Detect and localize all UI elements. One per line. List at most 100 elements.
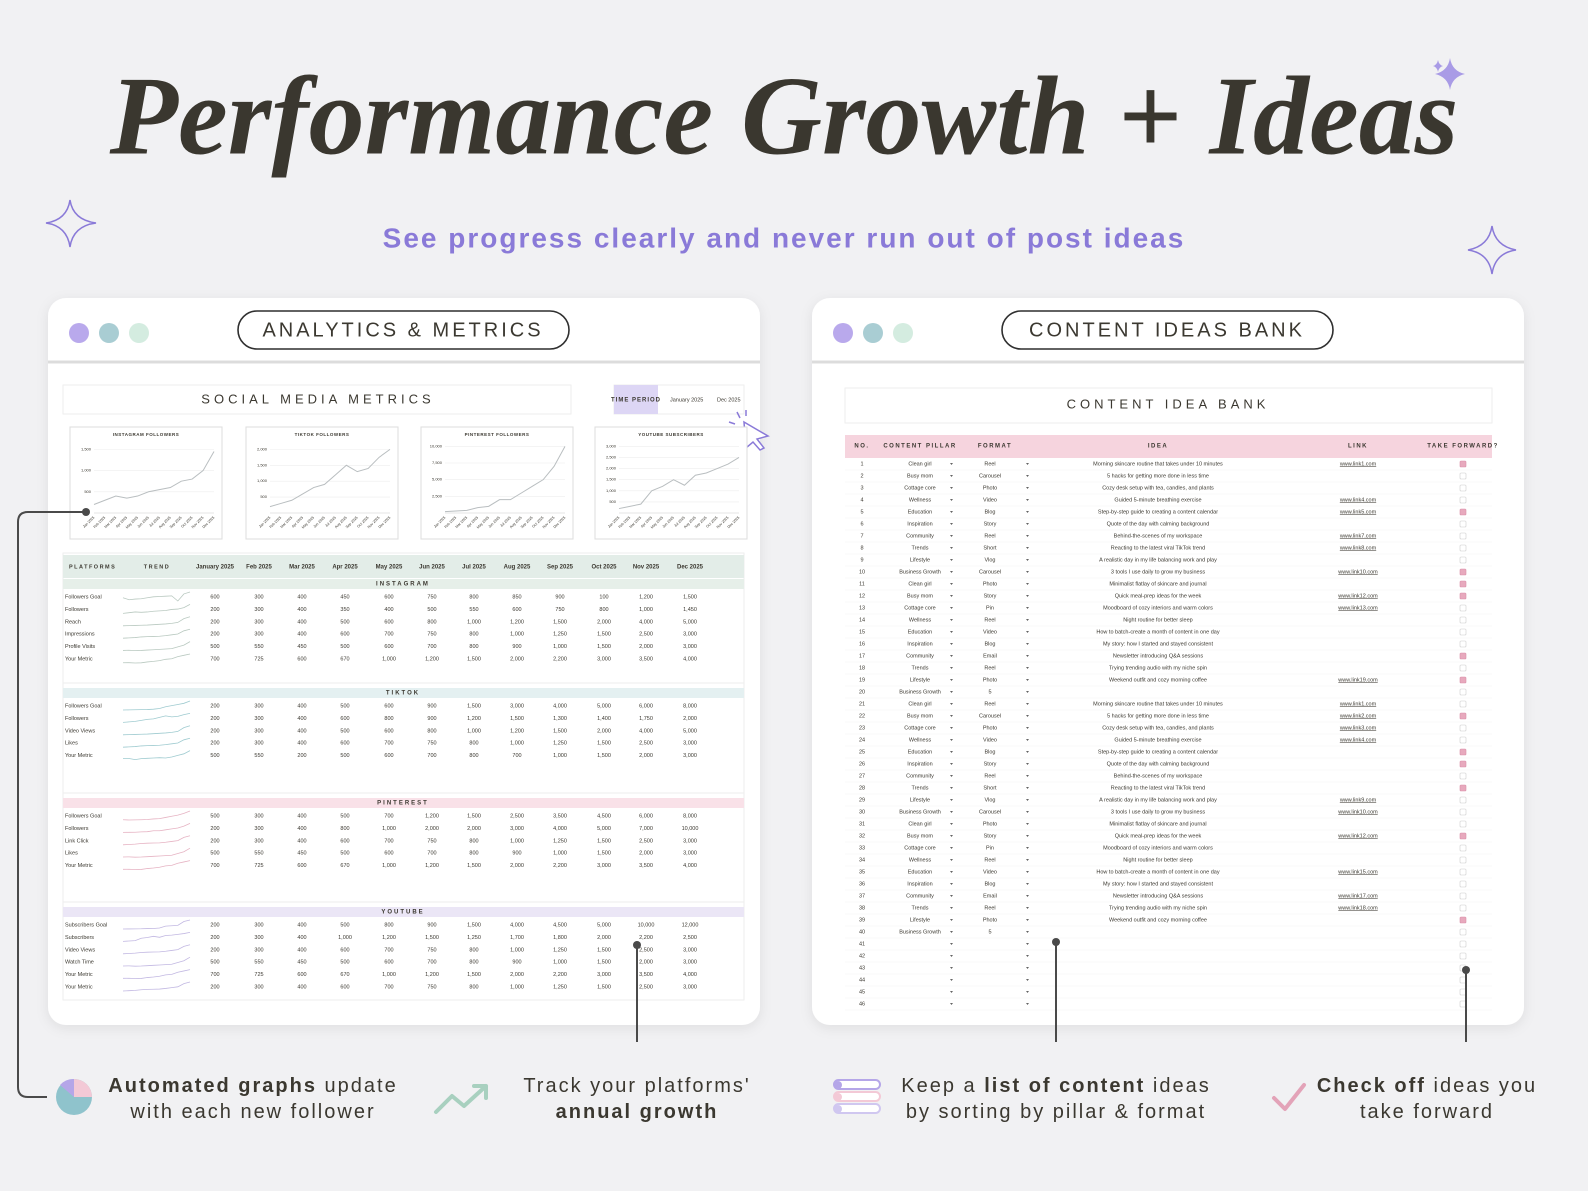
take-forward-checkbox[interactable]	[1459, 472, 1467, 480]
chart-title: PINTEREST FOLLOWERS	[465, 432, 530, 437]
row-value: 200	[210, 826, 219, 832]
row-value: 900	[427, 922, 436, 928]
take-forward-checkbox[interactable]	[1459, 952, 1467, 960]
row-value: 1,500	[597, 644, 611, 650]
row-value: 400	[297, 632, 306, 638]
take-forward-checkbox[interactable]	[1459, 460, 1467, 468]
take-forward-checkbox[interactable]	[1459, 676, 1467, 684]
take-forward-checkbox[interactable]	[1459, 520, 1467, 528]
idea-no: 40	[859, 929, 865, 935]
take-forward-checkbox[interactable]	[1459, 736, 1467, 744]
trend-sparkline	[122, 981, 191, 992]
chart-y-tick-label: 500	[84, 489, 91, 494]
row-value: 3,000	[683, 851, 697, 857]
take-forward-checkbox[interactable]	[1459, 868, 1467, 876]
idea-text: How to batch-create a month of content i…	[1096, 869, 1219, 875]
idea-text: Moodboard of cozy interiors and warm col…	[1103, 845, 1213, 851]
idea-link: www.link3.com	[1339, 725, 1377, 731]
take-forward-checkbox[interactable]	[1459, 688, 1467, 696]
row-value: 100	[599, 594, 608, 600]
idea-format: Video	[983, 869, 997, 875]
row-value: 600	[512, 607, 521, 613]
take-forward-checkbox[interactable]	[1459, 640, 1467, 648]
take-forward-checkbox[interactable]	[1459, 508, 1467, 516]
idea-format: Photo	[983, 485, 997, 491]
row-value: 2,500	[683, 935, 697, 941]
idea-no: 33	[859, 845, 865, 851]
list-icon-bar	[833, 1091, 881, 1102]
table-header: Nov 2025	[633, 565, 660, 571]
row-value: 1,200	[510, 619, 524, 625]
take-forward-checkbox[interactable]	[1459, 904, 1467, 912]
take-forward-checkbox[interactable]	[1459, 496, 1467, 504]
take-forward-checkbox[interactable]	[1459, 568, 1467, 576]
ideas-header: FORMAT	[978, 444, 1012, 450]
take-forward-checkbox[interactable]	[1459, 940, 1467, 948]
take-forward-checkbox[interactable]	[1459, 748, 1467, 756]
take-forward-checkbox[interactable]	[1459, 760, 1467, 768]
take-forward-checkbox[interactable]	[1459, 580, 1467, 588]
idea-format: Email	[983, 893, 997, 899]
row-label: Followers	[65, 607, 89, 613]
take-forward-checkbox[interactable]	[1459, 928, 1467, 936]
idea-format: Photo	[983, 581, 997, 587]
idea-pillar: Trends	[912, 665, 929, 671]
idea-pillar: Inspiration	[907, 881, 932, 887]
idea-format: Reel	[984, 665, 995, 671]
row-label: Followers Goal	[65, 594, 102, 600]
row-value: 1,000	[382, 656, 396, 662]
row-value: 800	[469, 753, 478, 759]
take-forward-checkbox[interactable]	[1459, 484, 1467, 492]
take-forward-checkbox[interactable]	[1459, 652, 1467, 660]
take-forward-checkbox[interactable]	[1459, 880, 1467, 888]
idea-format: Vlog	[984, 797, 995, 803]
take-forward-checkbox[interactable]	[1459, 532, 1467, 540]
idea-text: Minimalist flatlay of skincare and journ…	[1109, 581, 1206, 587]
take-forward-checkbox[interactable]	[1459, 628, 1467, 636]
take-forward-checkbox[interactable]	[1459, 604, 1467, 612]
idea-no: 12	[859, 593, 865, 599]
take-forward-checkbox[interactable]	[1459, 916, 1467, 924]
take-forward-checkbox[interactable]	[1459, 808, 1467, 816]
row-value: 3,000	[683, 632, 697, 638]
take-forward-checkbox[interactable]	[1459, 556, 1467, 564]
chart-y-tick-label: 1,500	[257, 462, 268, 467]
row-value: 800	[599, 607, 608, 613]
take-forward-checkbox[interactable]	[1459, 712, 1467, 720]
take-forward-checkbox[interactable]	[1459, 664, 1467, 672]
take-forward-checkbox[interactable]	[1459, 592, 1467, 600]
take-forward-checkbox[interactable]	[1459, 724, 1467, 732]
take-forward-checkbox[interactable]	[1459, 772, 1467, 780]
row-value: 750	[427, 947, 436, 953]
take-forward-checkbox[interactable]	[1459, 784, 1467, 792]
row-value: 1,500	[425, 935, 439, 941]
row-value: 1,000	[510, 947, 524, 953]
row-label: Profile Visits	[65, 644, 95, 650]
feature-text-segment: list of content	[984, 1075, 1145, 1097]
take-forward-checkbox[interactable]	[1459, 832, 1467, 840]
take-forward-checkbox[interactable]	[1459, 844, 1467, 852]
row-label: Followers Goal	[65, 703, 102, 709]
take-forward-checkbox[interactable]	[1459, 544, 1467, 552]
row-value: 725	[254, 972, 263, 978]
chart-y-tick-label: 7,500	[432, 460, 443, 465]
take-forward-checkbox[interactable]	[1459, 700, 1467, 708]
panel	[812, 298, 1524, 1025]
take-forward-checkbox[interactable]	[1459, 796, 1467, 804]
row-value: 1,250	[553, 838, 567, 844]
idea-no: 44	[859, 977, 865, 983]
row-value: 2,000	[510, 656, 524, 662]
take-forward-checkbox[interactable]	[1459, 856, 1467, 864]
idea-format: Video	[983, 497, 997, 503]
idea-link: www.link9.com	[1339, 797, 1377, 803]
take-forward-checkbox[interactable]	[1459, 820, 1467, 828]
trend-sparkline	[122, 860, 191, 871]
take-forward-checkbox[interactable]	[1459, 892, 1467, 900]
row-value: 900	[427, 703, 436, 709]
row-value: 1,000	[553, 644, 567, 650]
trend-sparkline	[122, 700, 191, 711]
idea-pillar: Business Growth	[899, 809, 941, 815]
row-label: Subscribers Goal	[65, 922, 107, 928]
take-forward-checkbox[interactable]	[1459, 616, 1467, 624]
row-value: 4,000	[553, 826, 567, 832]
